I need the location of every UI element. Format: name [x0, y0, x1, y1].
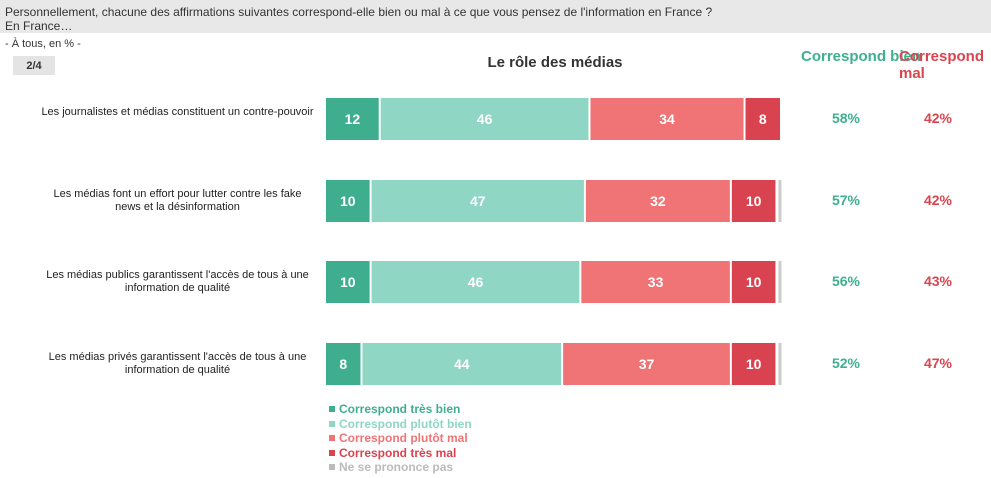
bar-segment — [585, 180, 730, 222]
row-label: Les médias publics garantissent l'accès … — [46, 269, 309, 294]
legend-label: Correspond plutôt bien — [339, 416, 472, 431]
bar-segment — [731, 261, 776, 303]
bar-segment — [326, 180, 370, 222]
total-bad: 42% — [923, 192, 953, 208]
bar-value-label: 37 — [639, 356, 655, 372]
legend-label: Correspond très mal — [339, 445, 457, 460]
bar-value-label: 8 — [759, 111, 767, 127]
legend-swatch — [329, 435, 335, 442]
bar-segment — [778, 180, 782, 222]
total-bad: 47% — [923, 355, 953, 371]
bar-segment — [362, 343, 562, 385]
bar-value-label: 10 — [746, 356, 762, 372]
bar-value-label: 10 — [340, 193, 356, 209]
legend-label: Correspond plutôt mal — [339, 431, 468, 445]
legend-swatch — [329, 420, 335, 427]
bar-value-label: 10 — [746, 193, 762, 209]
bar-segment — [778, 343, 782, 385]
legend-label: Ne se prononce pas — [339, 460, 454, 474]
question-subject: En France… — [5, 19, 73, 33]
bar-segment — [581, 261, 730, 303]
bar-value-label: 10 — [746, 274, 762, 290]
legend-item: Correspond très bien — [329, 402, 472, 417]
column-header-good: Correspond bien — [801, 48, 922, 65]
bar-segment — [326, 98, 379, 140]
legend-item: Correspond plutôt bien — [329, 417, 472, 432]
total-good: 57% — [831, 192, 861, 208]
bar-segment — [563, 343, 730, 385]
legend-item: Correspond très mal — [329, 446, 472, 461]
bar-value-label: 8 — [339, 356, 347, 372]
chart-legend: Correspond très bien Correspond plutôt bi… — [329, 402, 472, 475]
bar-segment — [731, 343, 776, 385]
bar-value-label: 12 — [345, 111, 361, 127]
chart-title: Le rôle des médias — [487, 54, 623, 71]
legend-item: Correspond plutôt mal — [329, 431, 472, 446]
total-good: 56% — [831, 273, 861, 289]
total-good: 58% — [831, 110, 861, 126]
bar-value-label: 34 — [659, 111, 675, 127]
legend-swatch — [329, 449, 335, 456]
page-indicator: 2/4 — [13, 56, 55, 75]
bar-segment — [745, 98, 780, 140]
column-header-bad: Correspond mal — [899, 48, 985, 82]
legend-swatch — [329, 464, 335, 471]
bar-segment — [380, 98, 589, 140]
bar-value-label: 47 — [470, 193, 486, 209]
bar-segment — [778, 261, 782, 303]
bar-segment — [326, 261, 370, 303]
bar-segment — [371, 180, 584, 222]
bar-value-label: 46 — [477, 111, 493, 127]
bar-value-label: 10 — [340, 274, 356, 290]
row-label: Les journalistes et médias constituent u… — [41, 106, 314, 118]
bar-segment — [326, 343, 361, 385]
bar-segment — [590, 98, 744, 140]
bar-value-label: 44 — [454, 356, 470, 372]
total-good: 52% — [831, 355, 861, 371]
row-label: Les médias font un effort pour lutter co… — [53, 188, 302, 213]
legend-item: Ne se prononce pas — [329, 460, 472, 475]
bar-segment — [371, 261, 580, 303]
total-bad: 42% — [923, 110, 953, 126]
row-label: Les médias privés garantissent l'accès d… — [48, 351, 307, 376]
bar-value-label: 33 — [648, 274, 664, 290]
legend-label: Correspond très bien — [339, 402, 461, 416]
question-text: Personnellement, chacune des affirmation… — [5, 5, 713, 19]
base-note: - À tous, en % - — [5, 38, 81, 50]
legend-swatch — [329, 406, 335, 413]
question-banner: Personnellement, chacune des affirmation… — [0, 0, 991, 33]
total-bad: 43% — [923, 273, 953, 289]
bar-value-label: 46 — [468, 274, 484, 290]
bar-segment — [731, 180, 776, 222]
bar-value-label: 32 — [650, 193, 666, 209]
